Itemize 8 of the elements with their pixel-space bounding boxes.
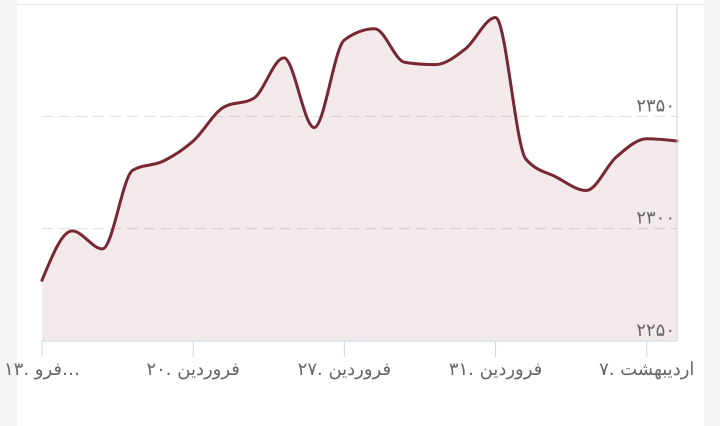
y-tick-label: ۲۲۵۰ <box>636 320 675 341</box>
y-tick-label: ۲۳۵۰ <box>636 95 675 116</box>
x-tick-label: ۲۷. فروردین <box>298 359 392 380</box>
x-tick-label: ۲۰. فروردین <box>146 359 240 380</box>
x-tick-label: ۳۱. فروردین <box>448 359 542 380</box>
x-tick-label: ۷. اردیبهشت <box>599 359 694 380</box>
x-tick-label: ۱۳. فرو… <box>4 359 80 380</box>
y-tick-label: ۲۳۰۰ <box>636 208 675 229</box>
